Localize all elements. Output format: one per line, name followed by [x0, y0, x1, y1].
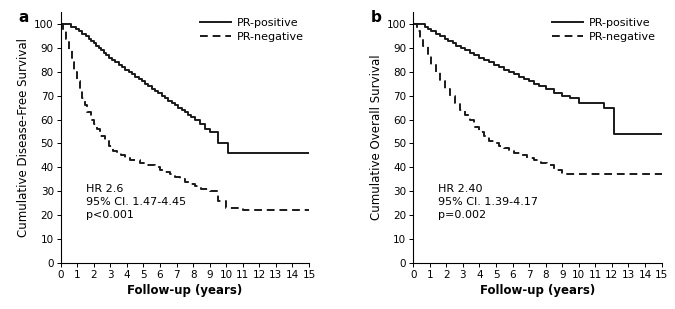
Text: b: b	[371, 10, 382, 25]
Legend: PR-positive, PR-negative: PR-positive, PR-negative	[552, 18, 656, 42]
Legend: PR-positive, PR-negative: PR-positive, PR-negative	[200, 18, 304, 42]
Text: a: a	[18, 10, 29, 25]
X-axis label: Follow-up (years): Follow-up (years)	[480, 284, 595, 297]
Y-axis label: Cumulative Disease-Free Survival: Cumulative Disease-Free Survival	[17, 38, 30, 237]
Text: HR 2.6
95% CI. 1.47-4.45
p<0.001: HR 2.6 95% CI. 1.47-4.45 p<0.001	[86, 184, 186, 220]
Y-axis label: Cumulative Overall Survival: Cumulative Overall Survival	[369, 55, 383, 220]
X-axis label: Follow-up (years): Follow-up (years)	[128, 284, 242, 297]
Text: HR 2.40
95% CI. 1.39-4.17
p=0.002: HR 2.40 95% CI. 1.39-4.17 p=0.002	[438, 184, 538, 220]
